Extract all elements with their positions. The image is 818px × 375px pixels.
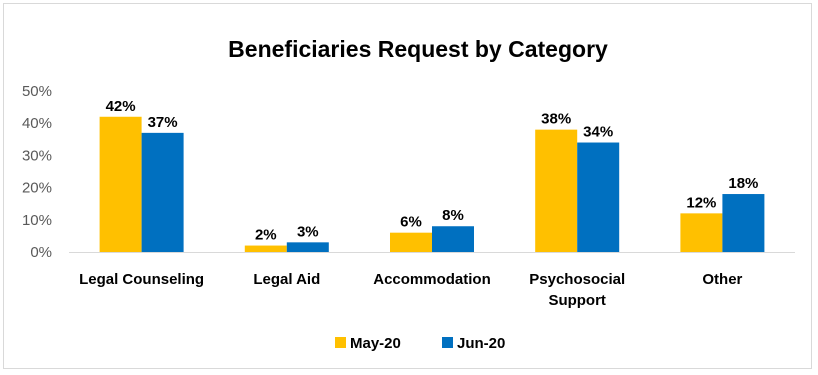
bar — [680, 213, 723, 252]
data-label: 18% — [728, 175, 758, 192]
x-tick-label: Legal Aid — [253, 271, 320, 288]
y-tick-label: 0% — [30, 244, 52, 261]
data-label: 37% — [148, 114, 178, 131]
bar — [535, 129, 578, 252]
data-label: 8% — [442, 207, 464, 224]
legend-label: Jun-20 — [457, 335, 505, 352]
x-tick-label: Legal Counseling — [79, 271, 204, 288]
bar — [286, 242, 329, 252]
y-tick-label: 50% — [22, 83, 52, 100]
bar — [722, 194, 765, 252]
data-label: 38% — [541, 111, 571, 128]
chart-title: Beneficiaries Request by Category — [228, 36, 608, 62]
bar — [141, 132, 184, 252]
data-label: 6% — [400, 214, 422, 231]
x-tick-label: Accommodation — [373, 271, 491, 288]
data-labels: 42% 37% 2% 3% 6% 8% 38% 34% 12% 18% — [106, 98, 759, 244]
bar — [390, 232, 432, 252]
data-label: 34% — [583, 124, 613, 141]
y-tick-label: 10% — [22, 212, 52, 229]
x-tick-label: Psychosocial — [529, 271, 625, 288]
y-tick-label: 20% — [22, 180, 52, 197]
bar — [99, 116, 142, 252]
y-tick-label: 30% — [22, 147, 52, 164]
data-label: 42% — [106, 98, 136, 115]
bar — [244, 245, 287, 252]
y-tick-label: 40% — [22, 115, 52, 132]
bar — [432, 226, 474, 252]
data-label: 3% — [297, 223, 319, 240]
x-axis: Legal Counseling Legal Aid Accommodation Ps… — [69, 252, 795, 309]
x-tick-label: Other — [702, 271, 742, 288]
legend-swatch — [442, 337, 453, 348]
legend-swatch — [335, 337, 346, 348]
data-label: 2% — [255, 227, 277, 244]
x-tick-label: Support — [548, 292, 606, 309]
data-label: 12% — [686, 194, 716, 211]
legend-label: May-20 — [350, 335, 401, 352]
bar — [577, 142, 620, 252]
bars — [99, 116, 765, 252]
y-axis: 0% 10% 20% 30% 40% 50% — [22, 83, 52, 261]
legend: May-20 Jun-20 — [335, 335, 505, 352]
